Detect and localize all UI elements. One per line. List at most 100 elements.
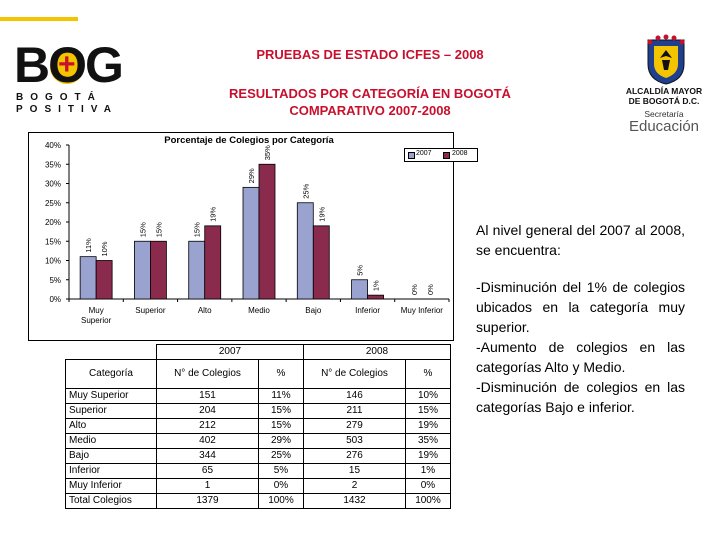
institution-line2: DE BOGOTÁ D.C. [628,96,700,106]
logo-line2: POSITIVA [16,104,118,115]
bar-2007-medio [242,186,260,300]
bar-2007-alto [188,240,206,300]
bar-2008-medio [258,163,276,300]
cell-category: Alto [65,418,157,434]
table-column-header-row: Categoría N° de Colegios % N° de Colegio… [65,359,452,389]
col-header-count-2008: N° de Colegios [302,359,406,389]
cell-count-2007: 1379 [156,493,259,509]
cell-pct-2007: 0% [257,478,304,494]
bar-2007-superior [134,240,151,300]
x-tick-label: Superior [135,306,166,315]
legend-swatch-2007 [408,152,415,159]
table-row: Inferior 65 5% 15 1% [65,463,452,479]
cell-pct-2007: 29% [257,433,304,449]
x-tick-label: Muy Inferior [401,306,444,315]
cell-pct-2007: 15% [257,403,304,419]
x-tick-label: Medio [248,306,270,315]
chart-legend: 2007 2008 [404,148,478,162]
cell-pct-2007: 25% [257,448,304,464]
cell-category: Muy Inferior [65,478,157,494]
bar-2008-muy-superior [95,260,113,300]
logo-word: BOG [14,37,124,93]
table-row: Alto 212 15% 279 19% [65,418,452,434]
y-tick-label: 25% [45,199,61,208]
table-row: Muy Superior 151 11% 146 10% [65,388,452,404]
chart-svg: Porcentaje de Colegios por Categoría 0% 5%… [45,135,450,325]
institution-line4: Educación [628,118,700,135]
cell-pct-2007: 100% [257,493,304,509]
logo-plus-icon: + [58,48,76,81]
x-tick-label: Inferior [355,306,380,315]
data-label: 15% [154,222,163,237]
y-tick-label: 35% [45,160,61,169]
summary-bullet: -Disminución del 1% de colegios ubicados… [476,279,685,335]
year-header-2007: 2007 [156,344,304,360]
logo-line1: BOGOTÁ [16,92,102,103]
x-tick-label: Muy [89,306,104,315]
cell-pct-2007: 5% [257,463,304,479]
bar-2007-muy-superior [79,256,97,300]
cell-count-2007: 204 [156,403,259,419]
cell-category: Medio [65,433,157,449]
cell-count-2007: 402 [156,433,259,449]
top-accent-bar [0,17,78,21]
page-subtitle-2: COMPARATIVO 2007-2008 [289,103,451,118]
data-label: 29% [247,168,256,183]
col-header-pct-2008: % [404,359,452,389]
bar-chart: Porcentaje de Colegios por Categoría 0% 5%… [28,132,478,341]
table-total-row: Total Colegios 1379 100% 1432 100% [65,493,452,509]
y-tick-label: 20% [45,218,61,227]
cell-pct-2008: 19% [404,448,452,464]
cell-count-2007: 65 [156,463,259,479]
cell-pct-2007: 15% [257,418,304,434]
y-tick-label: 0% [49,295,61,304]
data-label: 19% [209,207,218,222]
bar-2008-bajo [312,225,330,300]
bar-2007-bajo [296,202,314,300]
x-tick-label: Bajo [305,306,322,315]
data-label: 5% [356,265,365,276]
table-year-header-row: 2007 2008 [65,344,452,360]
cell-pct-2008: 15% [404,403,452,419]
cell-count-2008: 2 [302,478,406,494]
summary-intro: Al nivel general del 2007 al 2008, se en… [476,220,685,260]
data-label: 0% [410,284,419,295]
table-row: Medio 402 29% 503 35% [65,433,452,449]
cell-category: Superior [65,403,157,419]
chart-title: Porcentaje de Colegios por Categoría [164,135,334,146]
summary-bullets: -Disminución del 1% de colegios ubicados… [476,277,685,417]
y-tick-label: 15% [45,237,61,246]
cell-pct-2008: 0% [404,478,452,494]
summary-bullet: -Disminución de colegios en las categorí… [476,379,685,415]
cell-count-2008: 146 [302,388,406,404]
cell-count-2008: 211 [302,403,406,419]
summary-intro-text: Al nivel general del 2007 al 2008, se en… [476,222,685,258]
cell-pct-2008: 35% [404,433,452,449]
cell-count-2007: 151 [156,388,259,404]
cell-count-2007: 212 [156,418,259,434]
logo-circle-icon [50,50,84,84]
col-header-category: Categoría [65,359,157,389]
cell-pct-2007: 11% [257,388,304,404]
summary-bullet: -Aumento de colegios en las categorías A… [476,339,685,375]
cell-pct-2008: 100% [404,493,452,509]
y-tick-label: 5% [49,276,61,285]
bar-2008-inferior [367,294,384,300]
legend-label-2008: 2008 [452,150,468,157]
cell-count-2007: 344 [156,448,259,464]
institution-line1: ALCALDÍA MAYOR [625,86,703,96]
cell-category: Muy Superior [65,388,157,404]
col-header-count-2007: N° de Colegios [156,359,259,389]
page-title: PRUEBAS DE ESTADO ICFES – 2008 [256,47,484,62]
data-label: 1% [372,280,381,291]
x-tick-label: Alto [198,306,212,315]
table-corner [65,344,157,360]
cell-pct-2008: 19% [404,418,452,434]
y-tick-label: 10% [45,257,61,266]
cell-count-2008: 279 [302,418,406,434]
cell-count-2008: 15 [302,463,406,479]
data-label: 10% [100,241,109,256]
col-header-pct-2007: % [257,359,304,389]
data-label: 11% [84,238,93,253]
institution-line3: Secretaría [644,109,684,119]
